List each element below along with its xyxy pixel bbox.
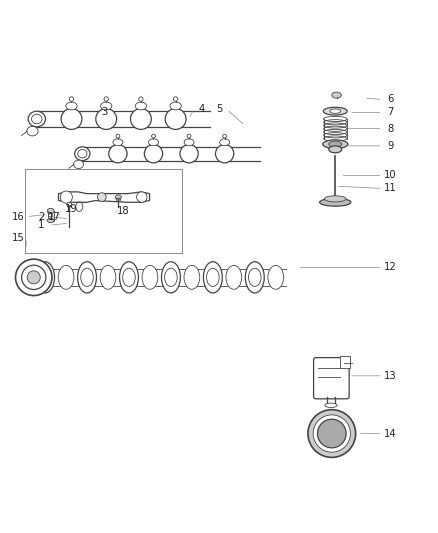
Text: 7: 7 bbox=[387, 108, 394, 117]
Ellipse shape bbox=[187, 134, 191, 138]
Ellipse shape bbox=[100, 265, 116, 289]
Text: 10: 10 bbox=[384, 171, 397, 180]
Ellipse shape bbox=[223, 134, 226, 138]
Text: 9: 9 bbox=[387, 141, 394, 151]
Ellipse shape bbox=[184, 139, 194, 146]
Text: 4: 4 bbox=[198, 104, 205, 115]
Ellipse shape bbox=[325, 403, 337, 408]
Ellipse shape bbox=[184, 265, 200, 289]
Circle shape bbox=[60, 191, 72, 203]
Ellipse shape bbox=[332, 92, 341, 98]
Text: 5: 5 bbox=[216, 104, 222, 115]
Ellipse shape bbox=[113, 139, 123, 146]
Text: 14: 14 bbox=[384, 429, 397, 439]
Ellipse shape bbox=[148, 139, 159, 146]
Bar bbox=[339, 356, 350, 368]
Ellipse shape bbox=[61, 109, 82, 130]
Ellipse shape bbox=[323, 107, 347, 115]
Ellipse shape bbox=[120, 262, 138, 293]
Text: 12: 12 bbox=[384, 262, 397, 272]
Ellipse shape bbox=[203, 262, 223, 293]
Ellipse shape bbox=[74, 160, 84, 168]
Ellipse shape bbox=[180, 144, 198, 163]
Circle shape bbox=[313, 415, 350, 452]
Ellipse shape bbox=[47, 219, 54, 223]
Ellipse shape bbox=[104, 97, 108, 101]
Ellipse shape bbox=[101, 102, 112, 110]
Bar bbox=[25, 169, 182, 254]
Ellipse shape bbox=[131, 109, 151, 130]
Circle shape bbox=[137, 192, 147, 203]
Text: 8: 8 bbox=[387, 124, 393, 134]
Text: 13: 13 bbox=[384, 371, 397, 381]
Text: 2: 2 bbox=[38, 212, 44, 222]
Ellipse shape bbox=[135, 102, 147, 110]
Ellipse shape bbox=[75, 147, 90, 160]
Ellipse shape bbox=[27, 126, 38, 136]
Ellipse shape bbox=[145, 144, 162, 163]
Ellipse shape bbox=[139, 97, 143, 101]
Ellipse shape bbox=[67, 203, 71, 206]
Circle shape bbox=[27, 271, 40, 284]
Ellipse shape bbox=[78, 262, 96, 293]
Ellipse shape bbox=[58, 265, 74, 289]
Ellipse shape bbox=[165, 109, 186, 130]
Ellipse shape bbox=[152, 134, 155, 138]
Ellipse shape bbox=[215, 144, 234, 163]
Ellipse shape bbox=[329, 146, 342, 153]
Ellipse shape bbox=[323, 140, 348, 149]
FancyBboxPatch shape bbox=[314, 358, 349, 399]
Ellipse shape bbox=[66, 102, 77, 110]
Ellipse shape bbox=[226, 265, 242, 289]
Text: 15: 15 bbox=[12, 233, 25, 243]
Ellipse shape bbox=[220, 139, 230, 146]
Polygon shape bbox=[59, 192, 150, 203]
Ellipse shape bbox=[325, 196, 346, 202]
Ellipse shape bbox=[47, 208, 54, 214]
Ellipse shape bbox=[76, 202, 83, 212]
Ellipse shape bbox=[69, 97, 74, 101]
Ellipse shape bbox=[320, 198, 351, 206]
Ellipse shape bbox=[330, 109, 341, 114]
Text: 17: 17 bbox=[48, 212, 60, 222]
Circle shape bbox=[21, 265, 46, 289]
Text: 1: 1 bbox=[38, 220, 44, 230]
Text: 16: 16 bbox=[12, 212, 25, 222]
Circle shape bbox=[98, 193, 106, 201]
Ellipse shape bbox=[32, 114, 42, 124]
Circle shape bbox=[308, 410, 356, 457]
Ellipse shape bbox=[116, 134, 120, 138]
Ellipse shape bbox=[28, 111, 46, 127]
Text: 11: 11 bbox=[384, 183, 397, 193]
Text: 18: 18 bbox=[117, 206, 130, 216]
Circle shape bbox=[318, 419, 346, 448]
Text: 3: 3 bbox=[101, 108, 107, 117]
Ellipse shape bbox=[329, 141, 342, 147]
Ellipse shape bbox=[173, 97, 178, 101]
Ellipse shape bbox=[162, 262, 180, 293]
Text: 6: 6 bbox=[387, 94, 394, 104]
Ellipse shape bbox=[245, 262, 264, 293]
Ellipse shape bbox=[268, 265, 284, 289]
Circle shape bbox=[15, 259, 52, 296]
Ellipse shape bbox=[115, 195, 121, 199]
Text: 19: 19 bbox=[65, 204, 78, 214]
Ellipse shape bbox=[35, 262, 55, 293]
Ellipse shape bbox=[109, 144, 127, 163]
Ellipse shape bbox=[96, 109, 117, 130]
Ellipse shape bbox=[78, 149, 87, 158]
Ellipse shape bbox=[170, 102, 181, 110]
Ellipse shape bbox=[142, 265, 158, 289]
